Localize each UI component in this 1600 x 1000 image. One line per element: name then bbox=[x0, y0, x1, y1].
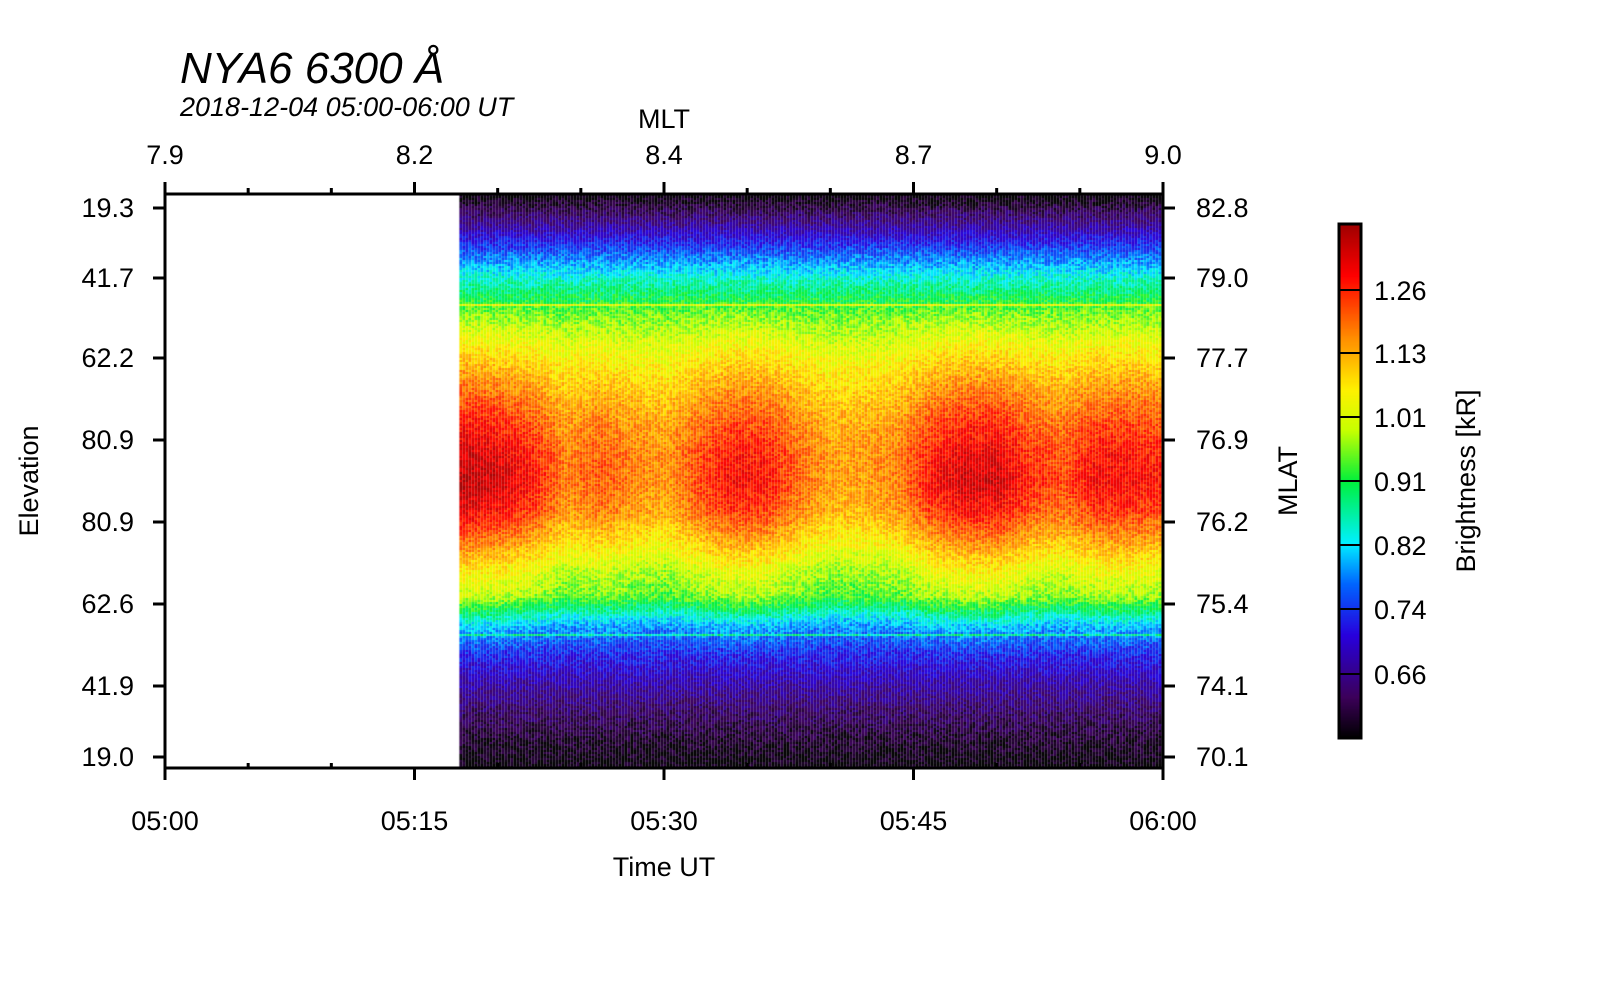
right-tick-label: 76.9 bbox=[1196, 425, 1249, 455]
x-axis-label: Time UT bbox=[613, 852, 716, 882]
right-tick-label: 74.1 bbox=[1196, 671, 1249, 701]
chart-subtitle: 2018-12-04 05:00-06:00 UT bbox=[180, 92, 514, 122]
y-tick-label: 19.0 bbox=[81, 742, 134, 772]
chart-title: NYA6 6300 Å bbox=[180, 44, 445, 93]
right-tick-label: 79.0 bbox=[1196, 263, 1249, 293]
top-tick-label: 9.0 bbox=[1144, 140, 1182, 170]
top-tick-label: 8.7 bbox=[895, 140, 933, 170]
right-tick-label: 77.7 bbox=[1196, 343, 1249, 373]
right-tick-label: 75.4 bbox=[1196, 589, 1249, 619]
y-tick-label: 62.2 bbox=[81, 343, 134, 373]
colorbar-tick-label: 1.01 bbox=[1374, 403, 1427, 433]
x-tick-label: 05:00 bbox=[131, 806, 199, 836]
right-tick-label: 70.1 bbox=[1196, 742, 1249, 772]
colorbar-tick-label: 1.26 bbox=[1374, 276, 1427, 306]
y-tick-label: 41.7 bbox=[81, 263, 134, 293]
y-axis-label: Elevation bbox=[14, 425, 44, 536]
right-tick-label: 76.2 bbox=[1196, 507, 1249, 537]
colorbar-tick-label: 0.74 bbox=[1374, 595, 1427, 625]
colorbar-tick-label: 0.82 bbox=[1374, 531, 1427, 561]
y-tick-label: 80.9 bbox=[81, 425, 134, 455]
colorbar-label: Brightness [kR] bbox=[1451, 389, 1481, 572]
top-tick-label: 8.2 bbox=[396, 140, 434, 170]
colorbar-tick-label: 0.66 bbox=[1374, 660, 1427, 690]
y-tick-label: 62.6 bbox=[81, 589, 134, 619]
y-tick-label: 19.3 bbox=[81, 193, 134, 223]
top-axis-label: MLT bbox=[638, 104, 690, 134]
top-tick-label: 8.4 bbox=[645, 140, 683, 170]
x-tick-label: 05:45 bbox=[880, 806, 948, 836]
colorbar-tick-label: 0.91 bbox=[1374, 467, 1427, 497]
right-axis-label: MLAT bbox=[1273, 446, 1303, 516]
right-tick-label: 82.8 bbox=[1196, 193, 1249, 223]
y-tick-label: 80.9 bbox=[81, 507, 134, 537]
top-tick-label: 7.9 bbox=[146, 140, 184, 170]
y-tick-label: 41.9 bbox=[81, 671, 134, 701]
colorbar-tick-label: 1.13 bbox=[1374, 339, 1427, 369]
x-tick-label: 05:30 bbox=[630, 806, 698, 836]
keogram-heatmap bbox=[165, 194, 1163, 768]
x-tick-label: 06:00 bbox=[1129, 806, 1197, 836]
x-tick-label: 05:15 bbox=[381, 806, 449, 836]
